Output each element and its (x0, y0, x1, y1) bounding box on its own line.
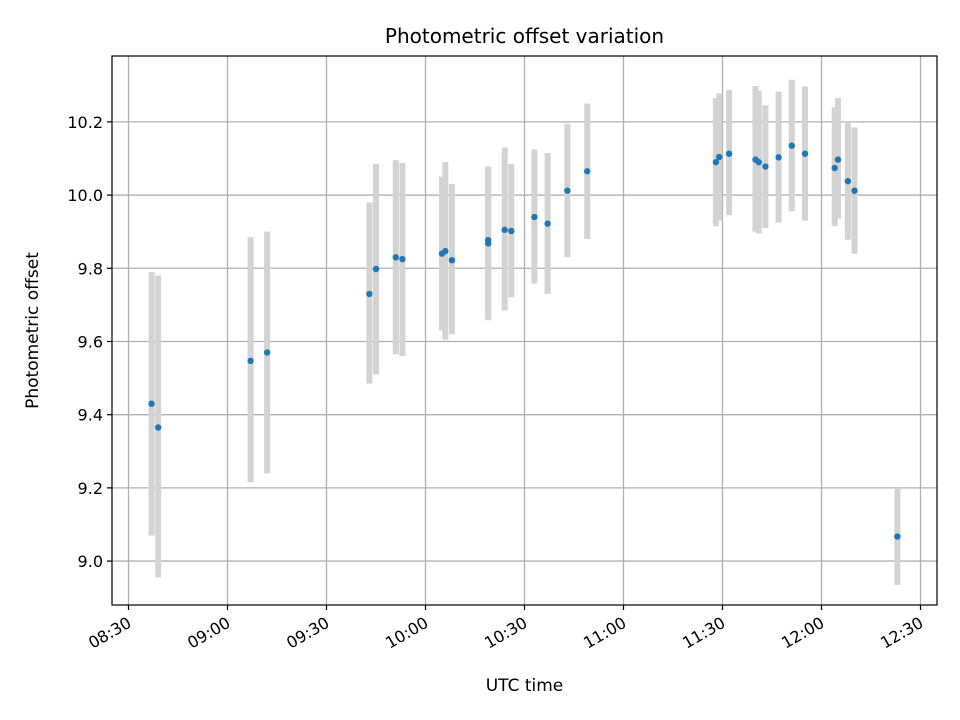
data-point (366, 290, 373, 298)
data-point (831, 164, 838, 172)
point-layer (148, 142, 901, 540)
y-axis-ticks: 9.0 9.2 9.4 9.6 9.8 10.0 10.2 (67, 113, 112, 571)
data-point (544, 220, 551, 227)
data-point (725, 150, 733, 157)
y-tick-label: 9.2 (78, 479, 103, 498)
data-point (508, 227, 515, 235)
data-point (501, 226, 508, 234)
data-point (448, 257, 456, 264)
data-point (531, 213, 538, 221)
data-point (584, 168, 591, 175)
x-axis-label: UTC time (486, 676, 564, 696)
data-point (801, 150, 809, 157)
data-point (712, 158, 720, 166)
y-tick-label: 10.2 (67, 113, 103, 132)
data-point (894, 533, 901, 540)
data-point (716, 153, 723, 161)
data-point (851, 187, 858, 194)
data-point (148, 400, 155, 407)
data-point (485, 236, 492, 244)
data-point (399, 255, 406, 263)
y-tick-label: 9.0 (78, 552, 103, 571)
data-point (775, 154, 782, 161)
data-point (263, 349, 271, 356)
data-point (442, 247, 449, 255)
y-tick-label: 10.0 (67, 186, 103, 205)
data-point (844, 177, 852, 185)
data-point (155, 424, 162, 431)
data-point (372, 265, 380, 273)
y-tick-label: 9.8 (78, 259, 103, 278)
chart-title: Photometric offset variation (385, 24, 664, 48)
data-point (788, 142, 795, 149)
y-tick-label: 9.6 (78, 332, 103, 351)
data-point (834, 156, 842, 163)
data-point (247, 357, 254, 365)
data-point (564, 187, 571, 194)
data-point (392, 254, 399, 261)
data-point (755, 158, 762, 166)
y-axis-label: Photometric offset (23, 252, 43, 409)
y-tick-label: 9.4 (78, 406, 103, 425)
data-point (762, 163, 769, 170)
